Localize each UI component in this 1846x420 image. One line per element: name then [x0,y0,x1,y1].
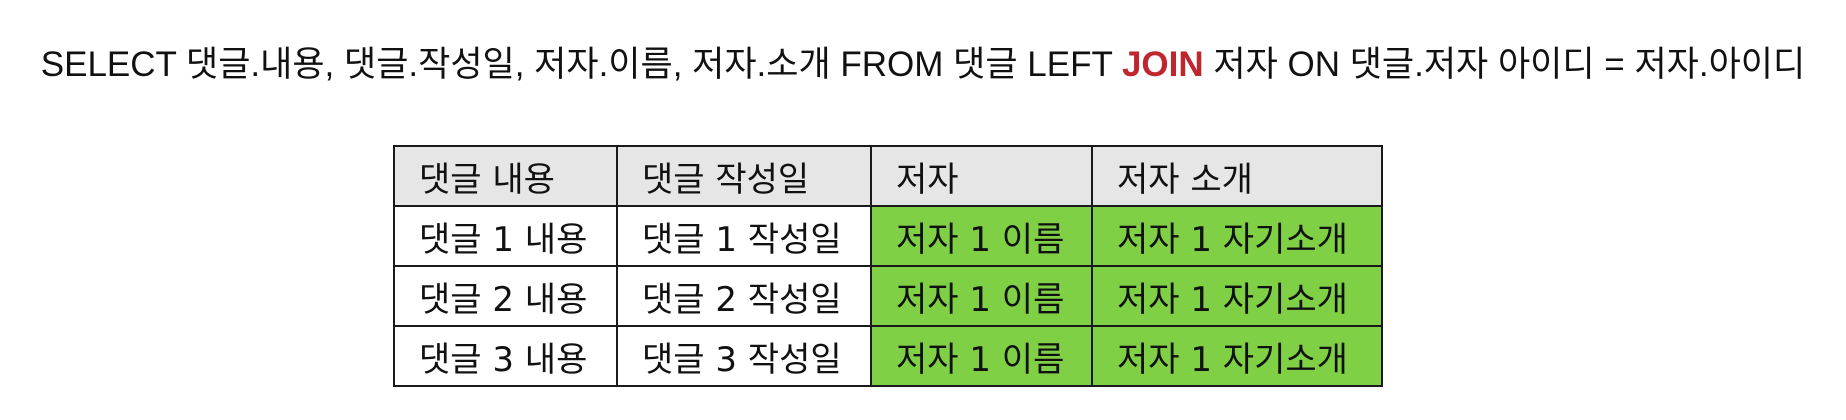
cell-comment-content: 댓글 1 내용 [393,205,618,267]
header-comment-date: 댓글 작성일 [616,145,872,207]
query-text-before: SELECT 댓글.내용, 댓글.작성일, 저자.이름, 저자.소개 FROM … [40,45,1122,84]
table-row: 댓글 3 내용 댓글 3 작성일 저자 1 이름 저자 1 자기소개 [393,325,1383,387]
header-comment-content: 댓글 내용 [393,145,618,207]
cell-comment-date: 댓글 2 작성일 [616,265,872,327]
cell-author-name: 저자 1 이름 [870,325,1093,387]
cell-comment-content: 댓글 2 내용 [393,265,618,327]
join-keyword: JOIN [1121,45,1204,84]
table-row: 댓글 2 내용 댓글 2 작성일 저자 1 이름 저자 1 자기소개 [393,265,1383,327]
sql-query: SELECT 댓글.내용, 댓글.작성일, 저자.이름, 저자.소개 FROM … [0,40,1846,90]
header-author: 저자 [870,145,1093,207]
cell-author-intro: 저자 1 자기소개 [1091,265,1383,327]
cell-comment-date: 댓글 1 작성일 [616,205,872,267]
table-row: 댓글 1 내용 댓글 1 작성일 저자 1 이름 저자 1 자기소개 [393,205,1383,267]
cell-comment-content: 댓글 3 내용 [393,325,618,387]
join-result-table: 댓글 내용 댓글 작성일 저자 저자 소개 댓글 1 내용 댓글 1 작성일 저… [393,145,1383,387]
cell-comment-date: 댓글 3 작성일 [616,325,872,387]
cell-author-name: 저자 1 이름 [870,205,1093,267]
table-header-row: 댓글 내용 댓글 작성일 저자 저자 소개 [393,145,1383,207]
query-text-after: 저자 ON 댓글.저자 아이디 = 저자.아이디 [1203,45,1806,84]
header-author-intro: 저자 소개 [1091,145,1383,207]
cell-author-intro: 저자 1 자기소개 [1091,325,1383,387]
cell-author-name: 저자 1 이름 [870,265,1093,327]
cell-author-intro: 저자 1 자기소개 [1091,205,1383,267]
